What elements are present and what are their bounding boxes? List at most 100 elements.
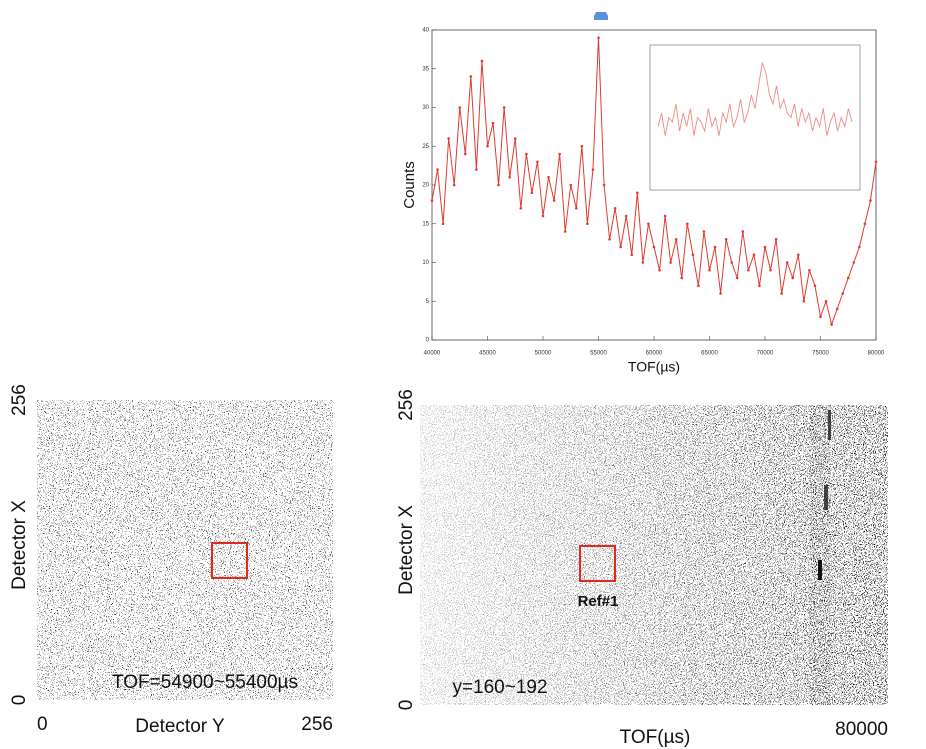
data-point [769,268,772,272]
inset-line [657,61,853,136]
data-point [641,261,645,264]
x-tick-label: 65000 [701,351,718,357]
data-point [724,237,728,241]
data-point [608,237,611,241]
data-point [797,253,800,257]
data-point [730,261,733,264]
x-axis-label: Detector Y [135,716,225,737]
data-point [475,168,478,171]
x-axis-label: TOF(µs) [620,727,691,748]
y-tick-label: 0 [426,338,430,344]
data-point [708,268,711,272]
data-point [486,144,489,148]
data-point [519,206,523,210]
data-point [613,206,617,210]
data-point [575,206,578,210]
y-tick-label: 20 [422,183,429,189]
x-tick-label: 45000 [479,351,496,357]
data-point [680,276,684,280]
data-point [808,268,811,272]
x-tick-label: 80000 [835,719,888,740]
data-point [791,276,795,280]
y-axis-label: Detector X [9,500,30,590]
data-point [802,299,806,303]
data-point [530,191,534,195]
data-point [525,152,528,156]
data-point [835,307,839,311]
y-tick-label: 35 [422,66,429,72]
data-point [586,222,589,226]
data-point [686,222,689,226]
data-point [436,168,439,171]
x-tick-label: 50000 [535,351,552,357]
data-point [602,183,606,187]
data-point [430,199,434,202]
y-tick-label: 5 [426,299,430,305]
data-point [536,160,539,164]
data-point [619,245,622,249]
y-tick-label: 10 [422,260,429,266]
data-point [636,191,639,195]
y-tick-label: 0 [9,695,30,706]
x-tick-label: 256 [301,714,333,735]
data-point [735,276,739,280]
marker-icon [594,12,608,20]
data-point [691,253,695,257]
data-point [869,199,872,202]
data-point [719,292,722,295]
data-point [552,199,556,202]
data-point [591,168,595,171]
data-point [863,222,867,226]
data-point [624,214,628,218]
data-point [846,276,850,280]
data-point [741,230,745,233]
data-point [813,284,817,288]
data-point [658,268,661,272]
data-point [447,137,450,140]
y-tick-label: 25 [422,144,429,150]
data-point [441,222,445,226]
data-point [563,230,567,233]
y-tick-label: 0 [396,700,417,711]
y-tick-label: 256 [396,389,417,421]
tof-image [420,405,888,705]
y-tick-label: 30 [422,105,429,111]
data-point [597,36,600,40]
data-point [852,261,856,264]
data-point [502,106,506,109]
data-point [824,299,828,303]
data-point [713,245,717,249]
data-point [580,144,584,148]
data-point [469,75,473,78]
data-point [752,253,756,257]
roi-box [211,542,248,579]
data-point [780,292,783,295]
data-point [569,183,573,187]
annotation: TOF=54900~55400µs [112,672,298,693]
roi-box [579,545,616,582]
data-point [558,152,561,156]
y-tick-label: 15 [422,221,429,227]
data-point [480,59,484,63]
data-point [458,106,462,109]
data-point [758,284,761,288]
x-tick-label: 40000 [424,351,441,357]
data-point [497,183,500,187]
data-point [747,268,750,272]
data-point [630,253,634,257]
data-point [652,245,656,249]
data-point [513,137,517,140]
data-point [874,160,878,164]
y-tick-label: 40 [422,28,429,34]
y-tick-label: 256 [9,384,30,416]
data-point [491,121,495,125]
box-label: Ref#1 [578,593,619,610]
data-point [697,284,700,288]
x-tick-label: 70000 [757,351,774,357]
data-point [547,175,550,179]
data-point [464,152,467,156]
x-tick-label: 55000 [590,351,607,357]
data-point [819,315,822,319]
data-point [647,222,650,226]
